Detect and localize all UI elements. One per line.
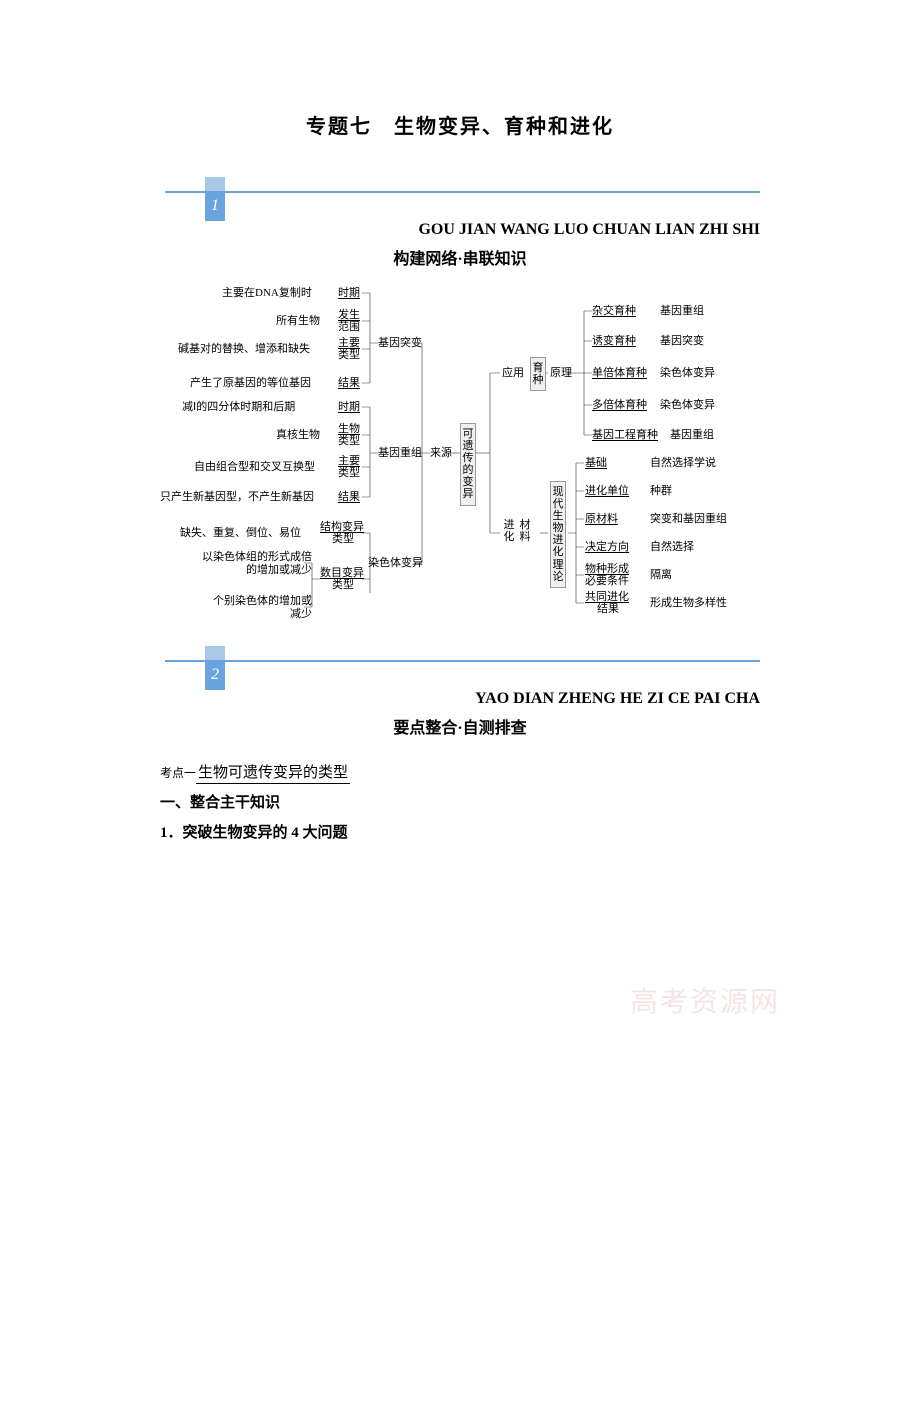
ev-text-3: 自然选择 (650, 541, 694, 554)
app-p-3: 染色体变异 (660, 399, 715, 412)
source-label: 来源 (430, 447, 452, 460)
cv-text-0: 缺失、重复、倒位、易位 (180, 527, 301, 540)
gr-tag-1b: 类型 (338, 435, 360, 448)
gm-text-0: 主要在DNA复制时 (222, 287, 312, 300)
evolution-label-bot: 材料 (518, 519, 532, 543)
ev-tag-4b: 必要条件 (585, 575, 629, 588)
chrom-var-node: 染色体变异 (368, 557, 423, 570)
section-name-2: 要点整合·自测排查 (0, 714, 920, 738)
page-title: 专题七 生物变异、育种和进化 (0, 110, 920, 139)
gr-tag-3: 结果 (338, 491, 360, 504)
body-text: 考点一生物可遗传变异的类型 一、整合主干知识 1．突破生物变异的 4 大问题 (160, 758, 760, 848)
divider-tab-top (205, 177, 225, 191)
kaodian-title: 生物可遗传变异的类型 (196, 765, 350, 784)
ev-text-1: 种群 (650, 485, 672, 498)
app-m-0: 杂交育种 (592, 305, 636, 318)
ev-text-5: 形成生物多样性 (650, 597, 727, 610)
app-p-0: 基因重组 (660, 305, 704, 318)
app-p-1: 基因突变 (660, 335, 704, 348)
body-line-1: 一、整合主干知识 (160, 788, 760, 818)
gm-tag-0: 时期 (338, 287, 360, 300)
concept-diagram: 可遗传的变异 来源 基因突变 时期 主要在DNA复制时 发生 范围 所有生物 主… (160, 283, 760, 628)
divider-line (165, 660, 760, 662)
ev-text-0: 自然选择学说 (650, 457, 716, 470)
gm-tag-3: 结果 (338, 377, 360, 390)
cv-text-1b: 个别染色体的增加或减少 (212, 595, 312, 621)
section-divider-1: 1 (0, 177, 920, 227)
breeding-box: 育种 (530, 357, 546, 391)
evolution-box: 现代生物进化理论 (550, 481, 566, 588)
gr-tag-0: 时期 (338, 401, 360, 414)
gm-text-1: 所有生物 (276, 315, 320, 328)
divider-tab: 1 (205, 177, 225, 222)
cv-tag-1b: 类型 (332, 579, 354, 592)
gr-text-0: 减Ⅰ的四分体时期和后期 (182, 401, 295, 414)
evolution-label-top: 进化 (502, 519, 516, 543)
ev-tag-5b: 结果 (597, 603, 619, 616)
ev-tag-0: 基础 (585, 457, 607, 470)
cv-text-1a: 以染色体组的形式成倍的增加或减少 (192, 551, 312, 577)
section-divider-2: 2 (0, 646, 920, 696)
principle-label: 原理 (550, 367, 572, 380)
gene-recomb-node: 基因重组 (378, 447, 422, 460)
gm-text-2: 碱基对的替换、增添和缺失 (178, 343, 310, 356)
gr-text-3: 只产生新基因型，不产生新基因 (160, 491, 314, 504)
ev-tag-1: 进化单位 (585, 485, 629, 498)
application-label: 应用 (502, 367, 524, 380)
app-m-3: 多倍体育种 (592, 399, 647, 412)
kaodian-prefix: 考点一 (160, 766, 196, 780)
central-node: 可遗传的变异 (460, 423, 476, 506)
divider-tab-number: 1 (205, 191, 225, 221)
ev-text-2: 突变和基因重组 (650, 513, 727, 526)
watermark: 高考资源网 (630, 980, 780, 1020)
body-line-2: 1．突破生物变异的 4 大问题 (160, 818, 760, 848)
gr-tag-2b: 类型 (338, 467, 360, 480)
divider-tab-number: 2 (205, 660, 225, 690)
ev-tag-2: 原材料 (585, 513, 618, 526)
gr-text-1: 真核生物 (276, 429, 320, 442)
app-p-4: 基因重组 (670, 429, 714, 442)
ev-tag-3: 决定方向 (585, 541, 629, 554)
app-m-4: 基因工程育种 (592, 429, 658, 442)
cv-tag-0b: 类型 (332, 533, 354, 546)
divider-tab-top (205, 646, 225, 660)
section-name-1: 构建网络·串联知识 (0, 245, 920, 269)
divider-line (165, 191, 760, 193)
app-p-2: 染色体变异 (660, 367, 715, 380)
divider-tab: 2 (205, 646, 225, 691)
ev-text-4: 隔离 (650, 569, 672, 582)
gr-text-2: 自由组合型和交叉互换型 (194, 461, 315, 474)
app-m-1: 诱变育种 (592, 335, 636, 348)
gm-tag-2b: 类型 (338, 349, 360, 362)
gene-mutation-node: 基因突变 (378, 337, 422, 350)
gm-text-3: 产生了原基因的等位基因 (190, 377, 311, 390)
app-m-2: 单倍体育种 (592, 367, 647, 380)
gm-tag-1b: 范围 (338, 321, 360, 334)
